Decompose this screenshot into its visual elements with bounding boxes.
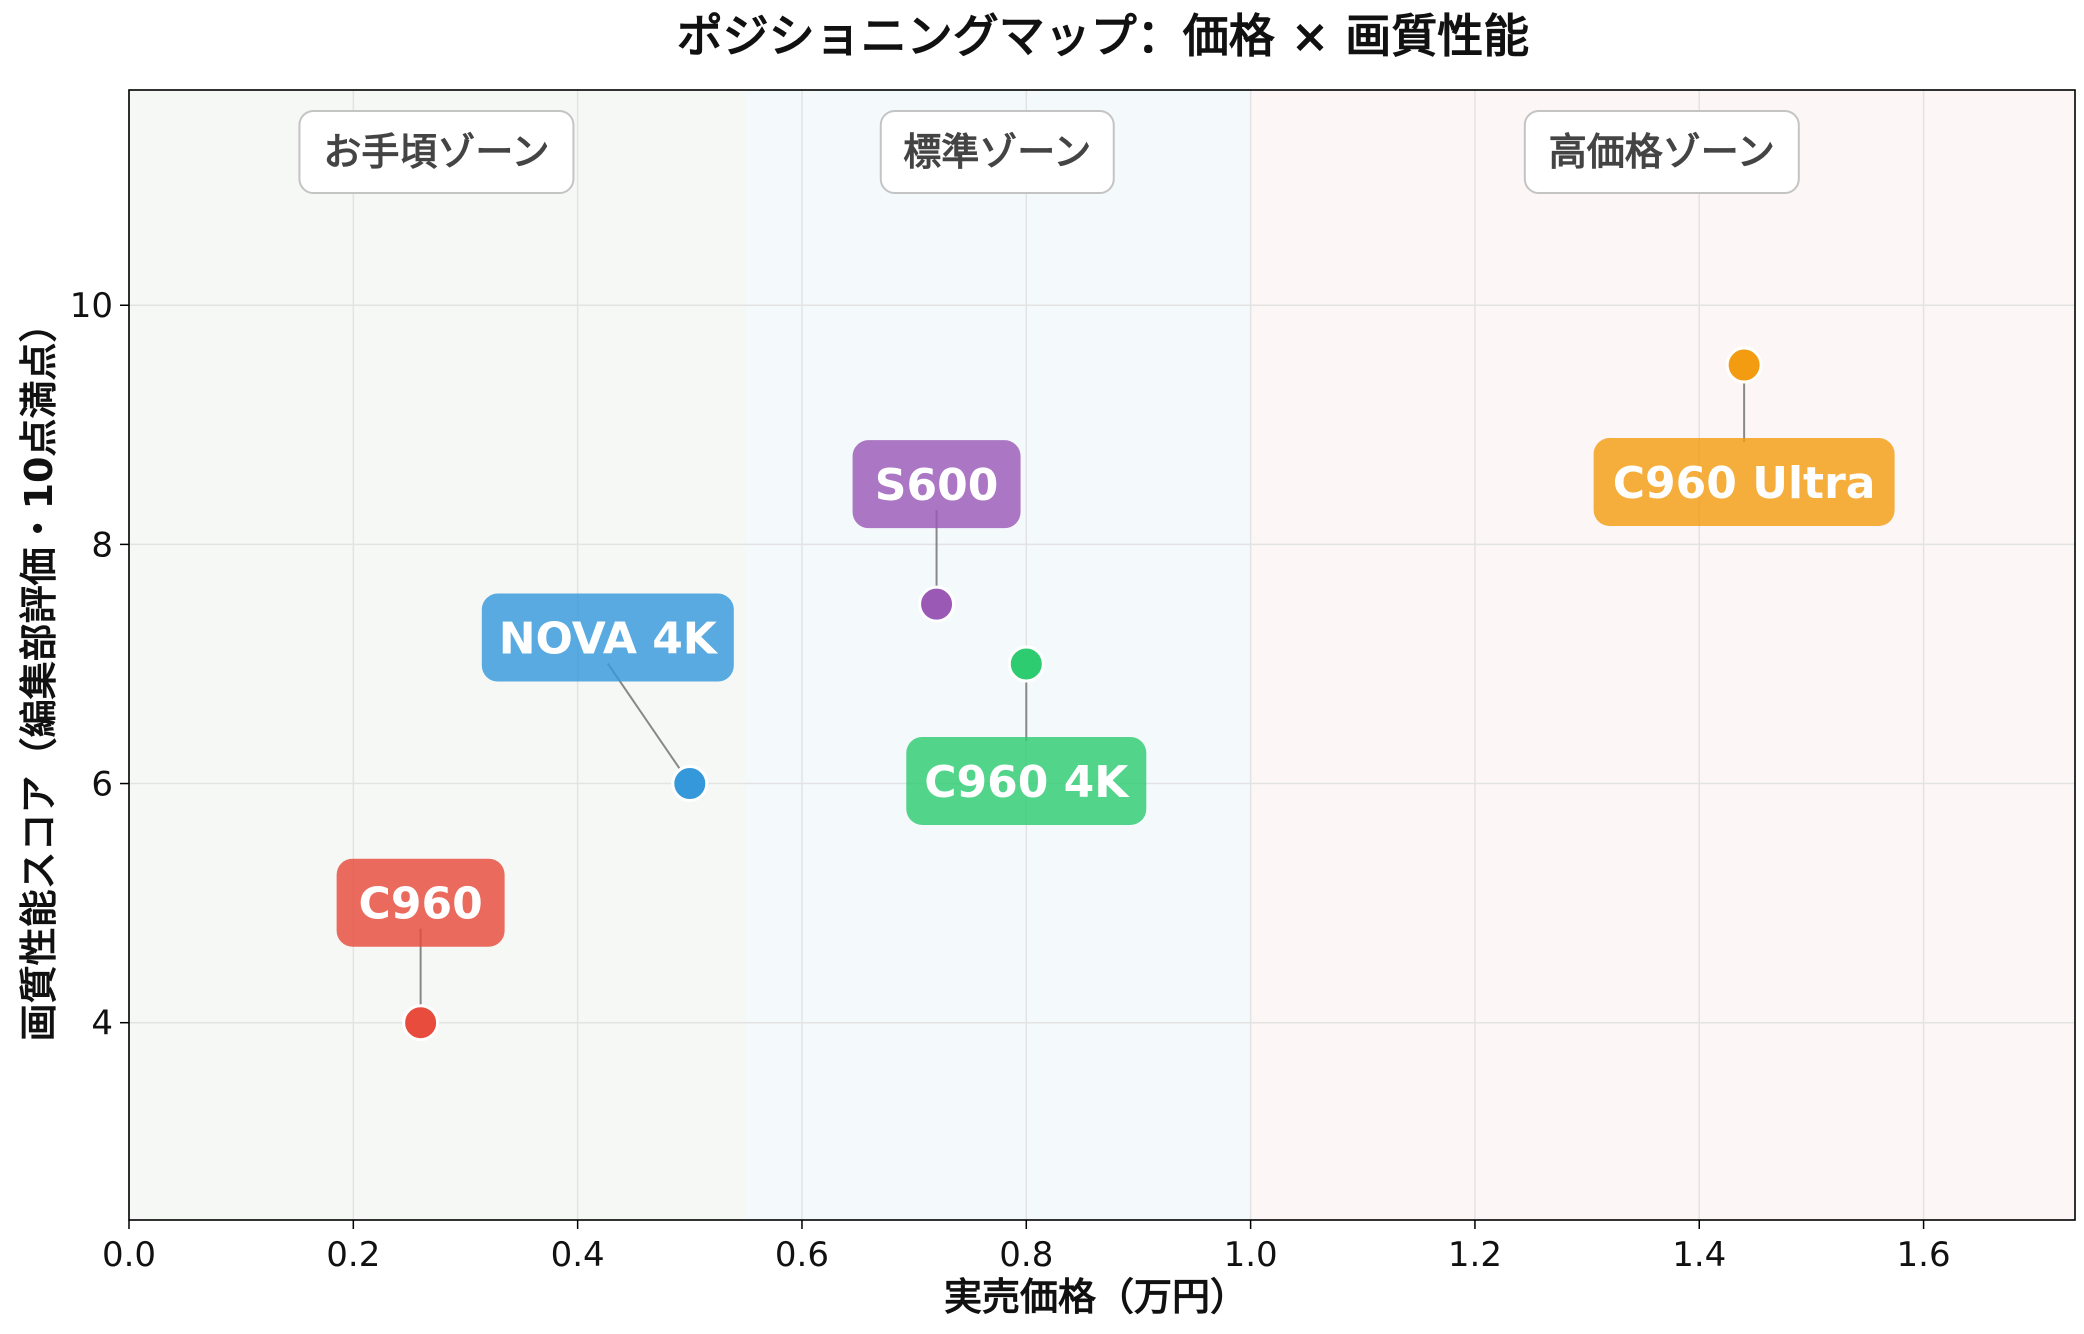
point-marker <box>402 1004 440 1042</box>
zone-labels: お手頃ゾーン 標準ゾーン 高価格ゾーン <box>298 110 1800 194</box>
zone-label-text: 高価格ゾーン <box>1549 130 1775 174</box>
point-label-box <box>481 593 734 682</box>
point-label-box <box>852 440 1021 529</box>
x-tick-label: 0.6 <box>775 1235 829 1275</box>
point-marker <box>1725 346 1763 384</box>
y-axis-title: 画質性能スコア（編集部評価・10点満点） <box>17 305 61 1042</box>
zone-label-box <box>298 110 575 194</box>
chart-title: ポジショニングマップ：価格 × 画質性能 <box>677 9 1530 63</box>
y-tick-label: 10 <box>70 286 113 326</box>
point-label: NOVA 4K <box>499 614 719 665</box>
point-label-box <box>906 736 1147 825</box>
x-tick-label: 0.4 <box>551 1235 605 1275</box>
zone-backgrounds <box>129 90 2075 1220</box>
zone-background-1 <box>745 90 1251 1220</box>
x-tick-label: 0.0 <box>102 1235 156 1275</box>
point-label-box <box>1593 438 1895 527</box>
x-tick-label: 1.2 <box>1448 1235 1502 1275</box>
x-tick-label: 0.8 <box>999 1235 1053 1275</box>
point-label-box <box>336 858 505 947</box>
x-tick-label: 0.2 <box>326 1235 380 1275</box>
x-tick-label: 1.4 <box>1672 1235 1726 1275</box>
x-axis-ticks: 0.0 0.2 0.4 0.6 0.8 1.0 1.2 1.4 1.6 <box>102 1220 1951 1275</box>
zone-label-0: お手頃ゾーン <box>298 110 575 194</box>
x-tick-label: 1.6 <box>1897 1235 1951 1275</box>
x-tick-label: 1.0 <box>1224 1235 1278 1275</box>
data-point-c960: C960 <box>336 858 505 1042</box>
zone-label-text: 標準ゾーン <box>903 130 1091 174</box>
x-axis-title: 実売価格（万円） <box>944 1275 1248 1319</box>
y-tick-label: 6 <box>91 765 113 805</box>
point-label: C960 <box>359 879 483 930</box>
point-marker <box>918 585 956 623</box>
y-tick-label: 4 <box>91 1004 113 1044</box>
data-point-c960-ultra: C960 Ultra <box>1593 346 1895 527</box>
zone-label-box <box>879 110 1115 194</box>
data-points: C960 NOVA 4K S600 C960 4K C960 Ultra <box>336 346 1895 1042</box>
zone-label-1: 標準ゾーン <box>879 110 1115 194</box>
y-axis-ticks: 4 6 8 10 <box>70 286 129 1044</box>
zone-background-2 <box>1250 90 2075 1220</box>
point-label: S600 <box>875 460 999 511</box>
zone-label-2: 高価格ゾーン <box>1523 110 1800 194</box>
zone-label-text: お手頃ゾーン <box>323 130 549 174</box>
point-label: C960 Ultra <box>1613 458 1876 509</box>
data-point-s600: S600 <box>852 440 1021 623</box>
y-tick-label: 8 <box>91 525 113 565</box>
data-point-nova-4k: NOVA 4K <box>481 593 734 803</box>
point-label: C960 4K <box>924 757 1130 808</box>
leader-line <box>606 662 691 785</box>
plot-frame <box>128 89 2076 1221</box>
point-marker <box>671 765 709 803</box>
zone-label-box <box>1523 110 1800 194</box>
data-point-c960-4k: C960 4K <box>906 645 1147 825</box>
point-marker <box>1007 645 1045 683</box>
